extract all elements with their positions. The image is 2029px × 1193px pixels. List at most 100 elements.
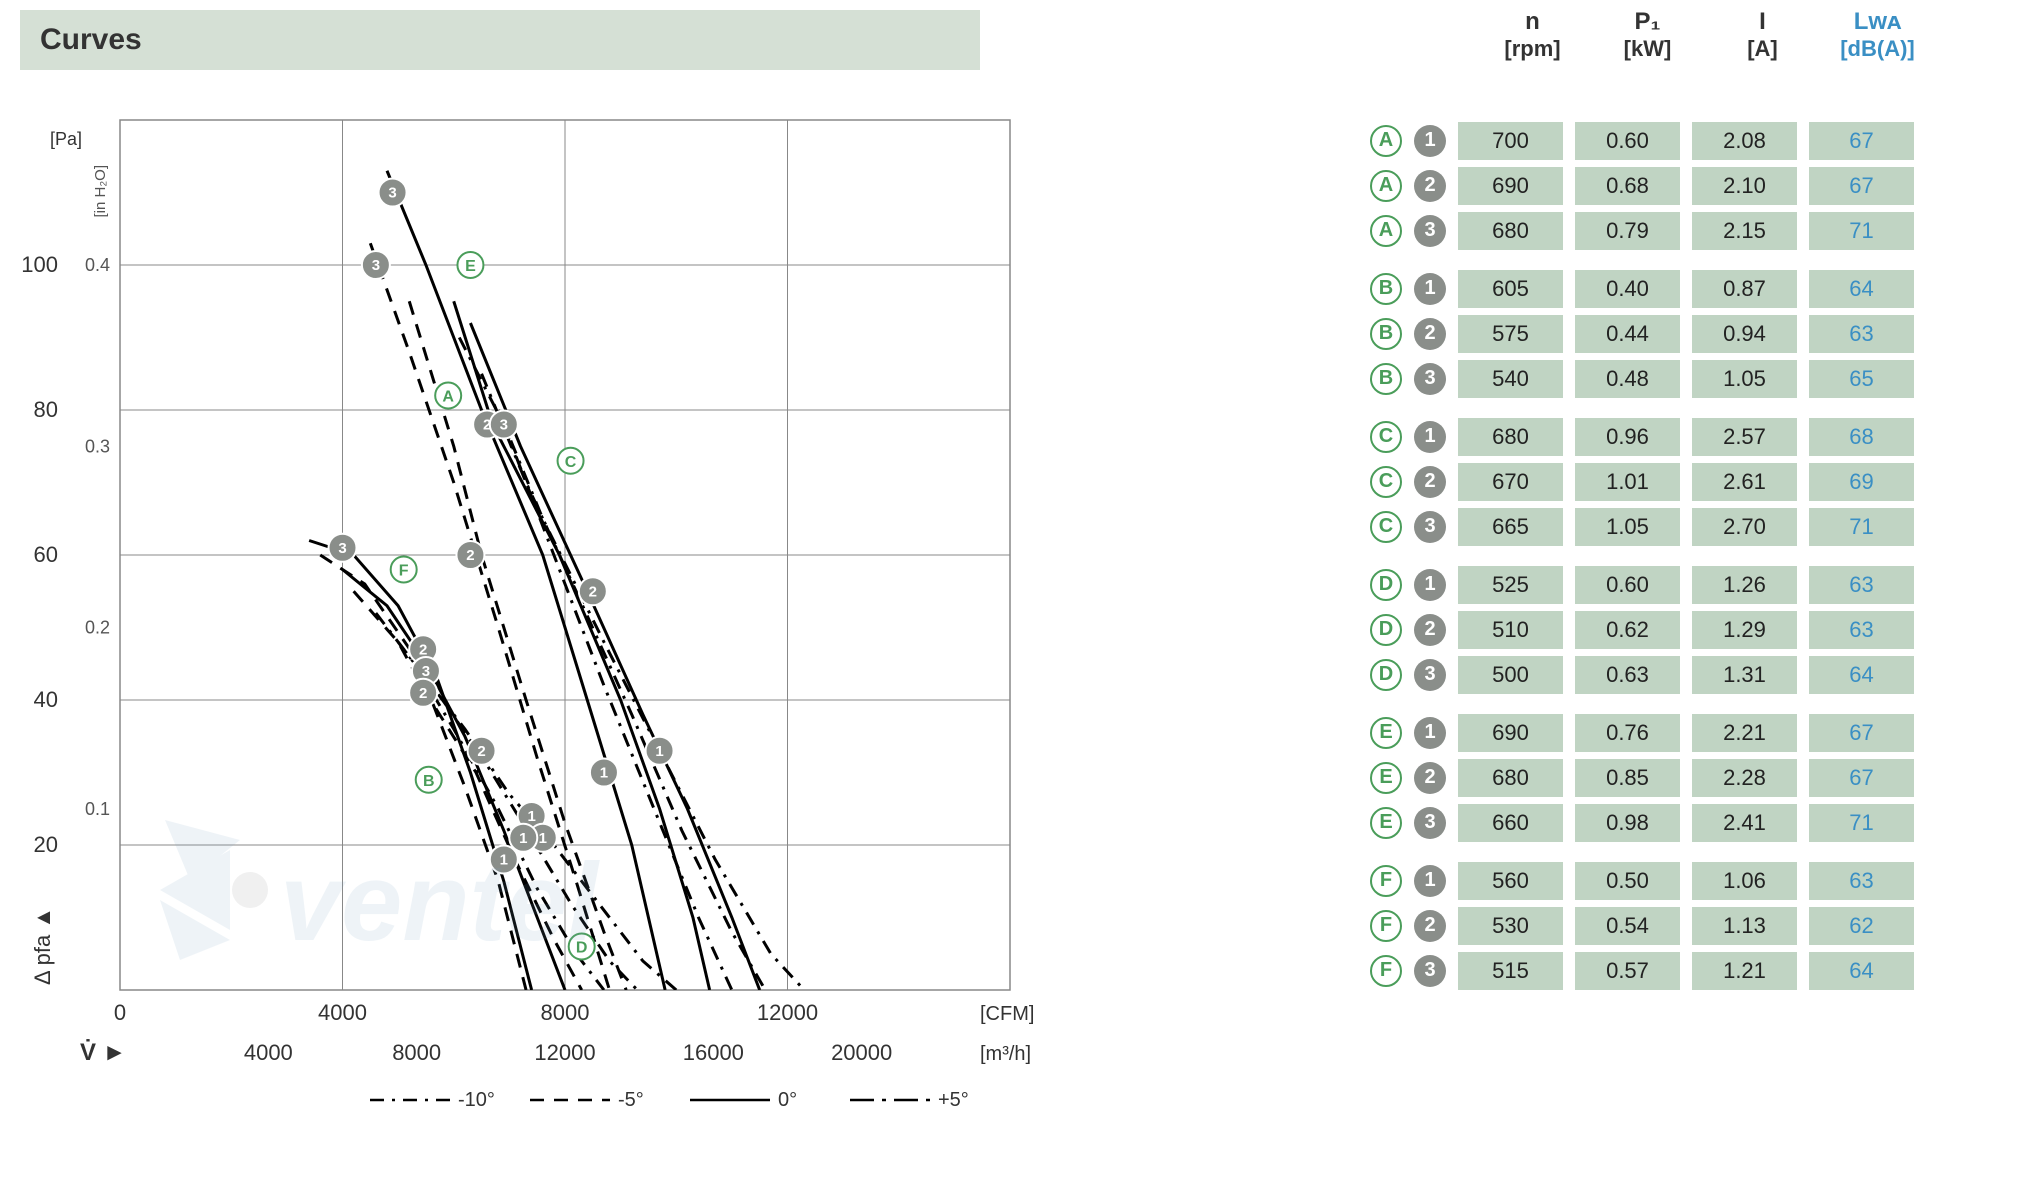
- cell: 0.50: [1575, 862, 1680, 900]
- cell: 0.94: [1692, 315, 1797, 353]
- svg-text:8000: 8000: [541, 1000, 590, 1025]
- svg-text:2: 2: [589, 583, 597, 600]
- cell: 64: [1809, 656, 1914, 694]
- svg-text:2: 2: [466, 547, 474, 564]
- svg-text:2: 2: [419, 685, 427, 702]
- svg-text:1: 1: [655, 743, 663, 760]
- num-badge: 1: [1414, 717, 1446, 749]
- num-badge: 3: [1414, 511, 1446, 543]
- cell: 1.05: [1575, 508, 1680, 546]
- num-badge: 3: [1414, 807, 1446, 839]
- svg-text:12000: 12000: [534, 1040, 595, 1065]
- cell: 0.54: [1575, 907, 1680, 945]
- table-row: A36800.792.1571: [1370, 208, 1914, 253]
- svg-text:1: 1: [539, 830, 547, 847]
- svg-text:[CFM]: [CFM]: [980, 1003, 1034, 1025]
- cell: 2.08: [1692, 122, 1797, 160]
- svg-text:3: 3: [500, 417, 508, 434]
- letter-badge: E: [1370, 807, 1402, 839]
- cell: 67: [1809, 122, 1914, 160]
- num-badge: 2: [1414, 318, 1446, 350]
- num-badge: 2: [1414, 466, 1446, 498]
- cell: 0.76: [1575, 714, 1680, 752]
- cell: 660: [1458, 804, 1563, 842]
- svg-text:E: E: [465, 258, 476, 275]
- cell: 1.13: [1692, 907, 1797, 945]
- chart-svg: 33233222322111111EACFBD204060801000.10.2…: [20, 100, 1070, 1180]
- cell: 1.26: [1692, 566, 1797, 604]
- header-bar: Curves: [20, 10, 980, 70]
- svg-text:1: 1: [500, 852, 508, 869]
- svg-text:2: 2: [419, 641, 427, 658]
- cell: 680: [1458, 212, 1563, 250]
- table-row: D15250.601.2663: [1370, 562, 1914, 607]
- letter-badge: F: [1370, 955, 1402, 987]
- col-header: n[rpm]: [1480, 0, 1585, 70]
- cell: 680: [1458, 418, 1563, 456]
- letter-badge: A: [1370, 215, 1402, 247]
- cell: 68: [1809, 418, 1914, 456]
- table-row: D25100.621.2963: [1370, 607, 1914, 652]
- letter-badge: A: [1370, 125, 1402, 157]
- letter-badge: E: [1370, 717, 1402, 749]
- cell: 71: [1809, 804, 1914, 842]
- cell: 0.60: [1575, 566, 1680, 604]
- letter-badge: C: [1370, 421, 1402, 453]
- cell: 0.63: [1575, 656, 1680, 694]
- table-row: E26800.852.2867: [1370, 755, 1914, 800]
- col-unit: [dB(A)]: [1840, 36, 1915, 62]
- table-group: A17000.602.0867A26900.682.1067A36800.792…: [1370, 118, 1914, 253]
- col-header: I[A]: [1710, 0, 1815, 70]
- table-row: A26900.682.1067: [1370, 163, 1914, 208]
- cell: 69: [1809, 463, 1914, 501]
- col-label: I: [1759, 8, 1766, 36]
- svg-text:0.4: 0.4: [85, 255, 110, 275]
- chart-area: 33233222322111111EACFBD204060801000.10.2…: [20, 100, 1070, 1180]
- svg-text:[Pa]: [Pa]: [50, 129, 82, 149]
- table-row: B16050.400.8764: [1370, 266, 1914, 311]
- svg-text:12000: 12000: [757, 1000, 818, 1025]
- cell: 2.70: [1692, 508, 1797, 546]
- letter-badge: B: [1370, 363, 1402, 395]
- svg-text:1: 1: [519, 830, 527, 847]
- svg-text:3: 3: [388, 185, 396, 202]
- cell: 2.28: [1692, 759, 1797, 797]
- svg-text:100: 100: [21, 252, 58, 277]
- num-badge: 2: [1414, 762, 1446, 794]
- svg-text:3: 3: [422, 663, 430, 680]
- cell: 63: [1809, 611, 1914, 649]
- table-row: F15600.501.0663: [1370, 858, 1914, 903]
- cell: 0.87: [1692, 270, 1797, 308]
- svg-text:20000: 20000: [831, 1040, 892, 1065]
- table-group: D15250.601.2663D25100.621.2963D35000.631…: [1370, 562, 1914, 697]
- letter-badge: C: [1370, 466, 1402, 498]
- svg-text:4000: 4000: [318, 1000, 367, 1025]
- cell: 62: [1809, 907, 1914, 945]
- cell: 2.10: [1692, 167, 1797, 205]
- col-header: Lwᴀ[dB(A)]: [1825, 0, 1930, 70]
- cell: 680: [1458, 759, 1563, 797]
- svg-text:4000: 4000: [244, 1040, 293, 1065]
- table-row: E16900.762.2167: [1370, 710, 1914, 755]
- table-row: B25750.440.9463: [1370, 311, 1914, 356]
- col-header: P₁[kW]: [1595, 0, 1700, 70]
- cell: 63: [1809, 566, 1914, 604]
- num-badge: 1: [1414, 865, 1446, 897]
- cell: 63: [1809, 862, 1914, 900]
- num-badge: 3: [1414, 215, 1446, 247]
- cell: 2.41: [1692, 804, 1797, 842]
- svg-text:40: 40: [34, 687, 58, 712]
- svg-text:C: C: [565, 454, 577, 471]
- cell: 1.05: [1692, 360, 1797, 398]
- svg-text:B: B: [423, 773, 435, 790]
- num-badge: 1: [1414, 569, 1446, 601]
- svg-text:60: 60: [34, 542, 58, 567]
- svg-text:1: 1: [527, 808, 535, 825]
- table-row: B35400.481.0565: [1370, 356, 1914, 401]
- cell: 0.60: [1575, 122, 1680, 160]
- svg-text:80: 80: [34, 397, 58, 422]
- cell: 2.61: [1692, 463, 1797, 501]
- cell: 64: [1809, 952, 1914, 990]
- col-unit: [A]: [1747, 36, 1778, 62]
- num-badge: 2: [1414, 170, 1446, 202]
